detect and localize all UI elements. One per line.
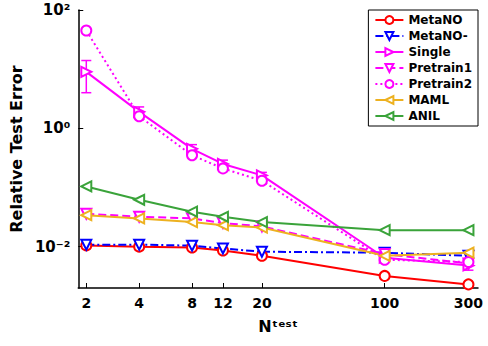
- svg-text:Pretrain1: Pretrain1: [408, 61, 472, 75]
- svg-text:10²: 10²: [43, 1, 70, 19]
- svg-text:ANIL: ANIL: [408, 109, 440, 123]
- svg-text:Pretrain2: Pretrain2: [408, 77, 472, 91]
- svg-text:12: 12: [213, 295, 232, 311]
- svg-text:20: 20: [252, 295, 272, 311]
- svg-text:Relative Test Error: Relative Test Error: [7, 65, 26, 233]
- svg-text:10⁰: 10⁰: [43, 119, 70, 137]
- svg-text:300: 300: [454, 295, 483, 311]
- svg-text:100: 100: [370, 295, 399, 311]
- svg-text:4: 4: [134, 295, 144, 311]
- svg-text:10⁻²: 10⁻²: [35, 238, 70, 256]
- svg-text:8: 8: [187, 295, 197, 311]
- svg-text:MAML: MAML: [408, 93, 449, 107]
- svg-text:Nᵗᵉˢᵗ: Nᵗᵉˢᵗ: [258, 317, 298, 336]
- svg-text:Single: Single: [408, 45, 450, 59]
- svg-text:MetaNO: MetaNO: [408, 13, 462, 27]
- svg-text:2: 2: [81, 295, 91, 311]
- svg-text:MetaNO-: MetaNO-: [408, 29, 467, 43]
